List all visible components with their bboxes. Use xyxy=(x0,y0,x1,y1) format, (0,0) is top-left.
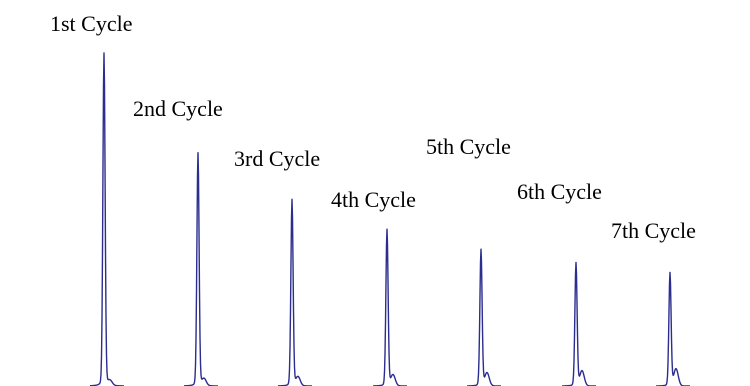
peak-label-group: 1st Cycle 2nd Cycle 3rd Cycle 4th Cycle 5th … xyxy=(50,11,696,243)
peak-line-cycle-7 xyxy=(655,271,691,386)
peak-line-cycle-5 xyxy=(466,248,502,386)
peak-line-cycle-6 xyxy=(561,261,597,386)
peak-label-cycle-2: 2nd Cycle xyxy=(133,96,223,121)
peak-label-cycle-1: 1st Cycle xyxy=(50,11,133,36)
peak-line-cycle-2 xyxy=(183,151,219,386)
peak-label-cycle-3: 3rd Cycle xyxy=(234,146,320,171)
peak-line-cycle-3 xyxy=(277,198,313,386)
peak-label-cycle-5: 5th Cycle xyxy=(426,134,511,159)
peak-label-cycle-6: 6th Cycle xyxy=(517,179,602,204)
peak-label-cycle-7: 7th Cycle xyxy=(611,218,696,243)
peak-line-cycle-4 xyxy=(372,228,408,386)
peak-line-cycle-1 xyxy=(89,52,125,386)
peak-label-cycle-4: 4th Cycle xyxy=(331,187,416,212)
